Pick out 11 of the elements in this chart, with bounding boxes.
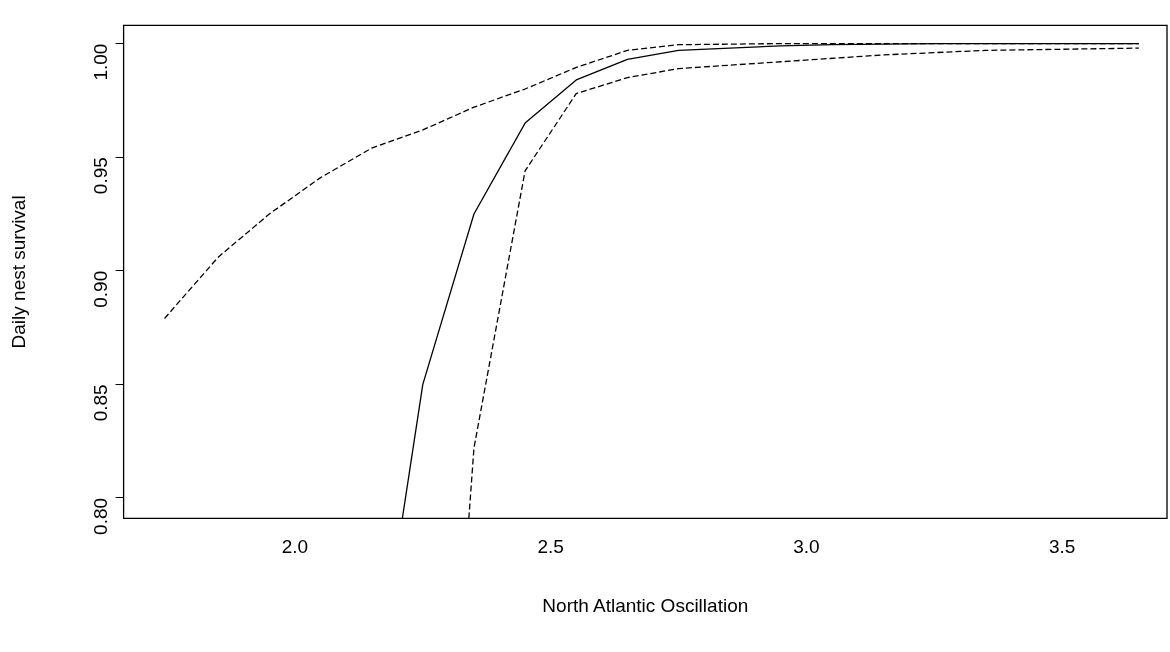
y-tick-label: 0.85 <box>89 384 111 422</box>
x-tick-label: 2.0 <box>281 536 309 558</box>
x-tick-label: 3.5 <box>1048 536 1076 558</box>
y-tick-label: 0.95 <box>89 157 111 195</box>
y-axis-title: Daily nest survival <box>7 195 29 349</box>
y-tick-label: 1.00 <box>89 43 111 81</box>
y-tick-label: 0.80 <box>89 497 111 535</box>
y-tick-label: 0.90 <box>89 270 111 308</box>
x-tick-label: 3.0 <box>793 536 820 558</box>
x-axis-title: North Atlantic Oscillation <box>542 594 749 616</box>
x-tick-label: 2.5 <box>537 536 564 558</box>
